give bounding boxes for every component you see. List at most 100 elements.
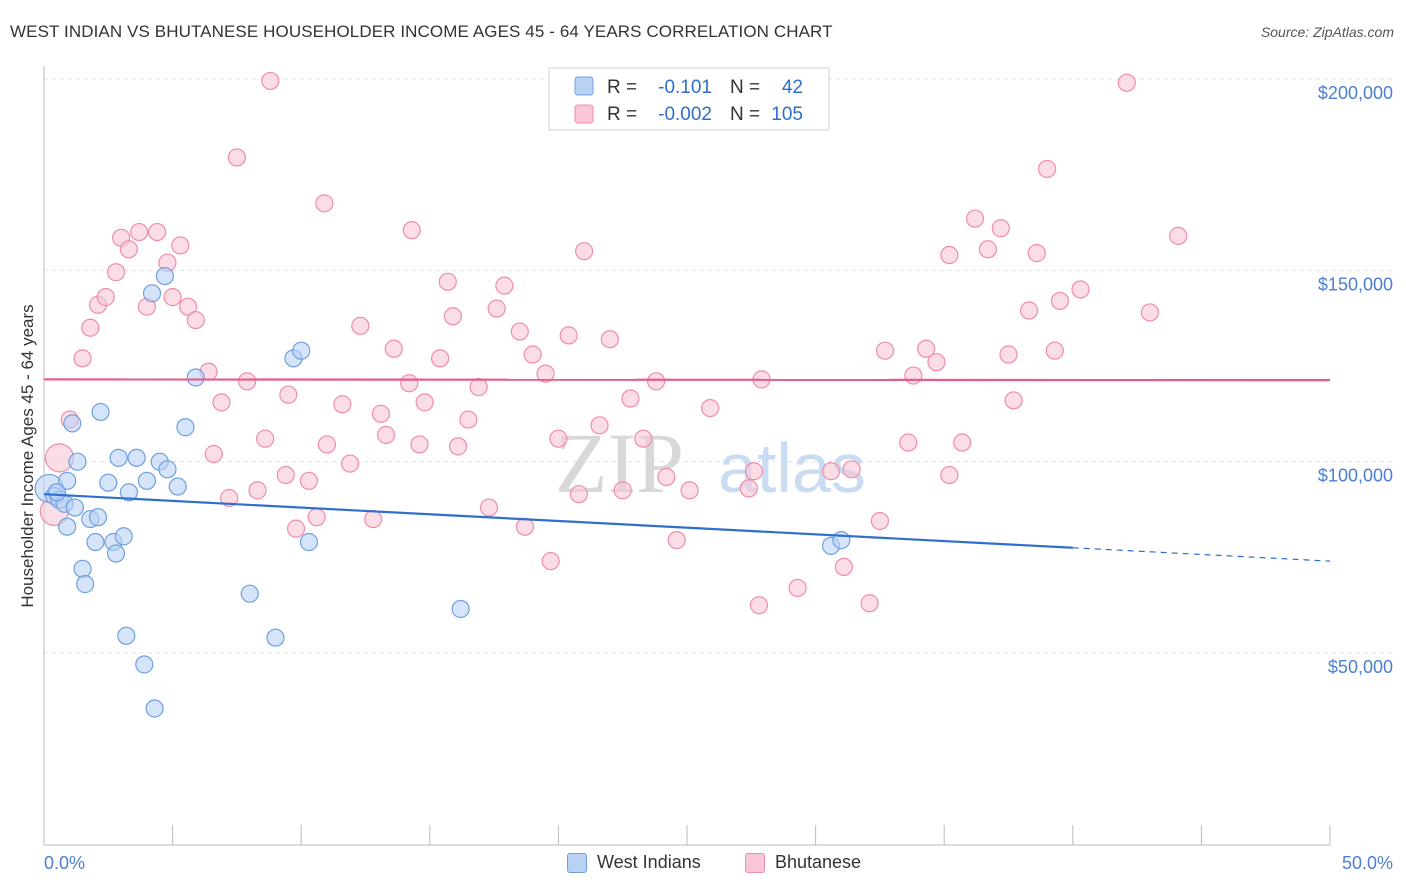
west-indians-point — [106, 544, 126, 563]
bhutanese-point — [1045, 341, 1064, 360]
y-tick-label: $150,000 — [1318, 274, 1393, 294]
bhutanese-point — [978, 240, 998, 259]
legend-label-bhutanese: Bhutanese — [775, 852, 862, 872]
bhutanese-point — [96, 288, 115, 307]
west-indians-point — [176, 418, 195, 437]
bhutanese-point — [590, 416, 609, 435]
y-tick-label: $50,000 — [1328, 657, 1393, 677]
bhutanese-point — [248, 481, 267, 500]
bhutanese-point — [410, 435, 429, 454]
bhutanese-point — [376, 425, 396, 444]
west-indians-point — [145, 699, 164, 718]
x-tick-label-min: 0.0% — [44, 853, 85, 873]
bhutanese-point — [647, 372, 666, 391]
y-tick-label: $200,000 — [1318, 83, 1393, 103]
stats-swatch-bhutanese — [574, 104, 594, 124]
west-indians-point — [119, 483, 138, 502]
bhutanese-point — [307, 508, 326, 527]
west-indians-point — [832, 531, 851, 550]
bhutanese-point — [875, 341, 895, 360]
legend-item-bhutanese[interactable]: Bhutanese — [745, 852, 861, 873]
bhutanese-point — [73, 349, 92, 368]
series-legend: West Indians Bhutanese — [0, 852, 1406, 878]
bhutanese-point — [315, 194, 334, 213]
west-indians-point — [240, 584, 259, 603]
west-indians-points — [34, 266, 851, 718]
bhutanese-point — [400, 374, 419, 393]
bhutanese-point — [510, 322, 529, 341]
bhutanese-point — [81, 318, 100, 337]
stats-n-label: N = — [730, 77, 760, 98]
bhutanese-point — [999, 345, 1018, 364]
west-indians-point — [117, 626, 136, 645]
bhutanese-point — [459, 410, 478, 429]
west-indians-point — [451, 599, 470, 619]
legend-swatch-west-indians — [567, 852, 587, 873]
bhutanese-point — [204, 444, 223, 464]
bhutanese-point — [1050, 291, 1070, 311]
bhutanese-point — [904, 366, 923, 385]
bhutanese-point — [178, 297, 198, 316]
west-indians-trend-line — [43, 493, 1073, 549]
west-indians-point — [109, 448, 128, 467]
legend-label-west-indians: West Indians — [597, 852, 701, 872]
west-indians-point — [137, 471, 156, 490]
stats-legend-box — [548, 67, 830, 131]
west-indians-point — [86, 532, 105, 552]
bhutanese-point — [286, 519, 306, 538]
bhutanese-point — [402, 221, 421, 240]
stats-n-label: N = — [730, 104, 760, 125]
y-axis-title: Householder Income Ages 45 - 64 years — [18, 304, 37, 607]
bhutanese-point — [130, 222, 149, 242]
bhutanese-point — [186, 310, 205, 330]
bhutanese-point — [1004, 391, 1023, 410]
axes — [43, 66, 1331, 846]
west-indians-point — [73, 559, 92, 578]
bhutanese-point — [613, 481, 632, 500]
west-indians-point — [47, 483, 66, 502]
bhutanese-point — [821, 462, 841, 481]
bhutanese-point — [317, 435, 337, 454]
bhutanese-point — [171, 236, 190, 255]
bhutanese-point — [600, 330, 619, 349]
west-indians-point — [91, 402, 110, 422]
bhutanese-point — [549, 429, 568, 448]
west-indians-point — [99, 473, 118, 492]
bhutanese-point — [965, 209, 985, 228]
west-indians-point — [58, 471, 77, 490]
bhutanese-point — [634, 429, 653, 448]
west-indians-point — [158, 460, 177, 479]
bhutanese-point — [1071, 280, 1090, 299]
bhutanese-point — [575, 242, 594, 261]
bhutanese-point — [515, 517, 535, 536]
bhutanese-point — [657, 467, 676, 487]
gridlines — [44, 78, 1395, 654]
west-indians-point — [68, 452, 87, 471]
bhutanese-point — [415, 393, 434, 412]
bhutanese-point — [1169, 226, 1188, 245]
bhutanese-point — [536, 364, 555, 383]
bhutanese-point — [106, 263, 126, 282]
bhutanese-point — [148, 222, 167, 242]
bhutanese-point — [788, 578, 807, 598]
bhutanese-point — [212, 393, 231, 412]
stats-n-value: 42 — [782, 77, 803, 98]
bhutanese-point — [917, 339, 936, 358]
stats-r-value: -0.002 — [658, 104, 712, 125]
west-indians-point — [142, 284, 162, 303]
legend-item-west-indians[interactable]: West Indians — [567, 852, 701, 873]
stats-r-value: -0.101 — [658, 77, 712, 98]
west-indians-point — [127, 448, 146, 467]
bhutanese-trend-line — [43, 378, 1331, 382]
bhutanese-point — [119, 240, 138, 259]
bhutanese-point — [860, 594, 879, 613]
west-indians-trend-extension — [1072, 547, 1331, 562]
bhutanese-point — [261, 71, 280, 91]
x-tick-label-max: 50.0% — [1342, 853, 1393, 873]
bhutanese-point — [1117, 73, 1136, 92]
bhutanese-point — [1019, 301, 1039, 320]
bhutanese-point — [479, 498, 499, 517]
bhutanese-point — [279, 385, 298, 404]
bhutanese-point — [559, 326, 578, 345]
west-indians-point — [114, 527, 133, 546]
